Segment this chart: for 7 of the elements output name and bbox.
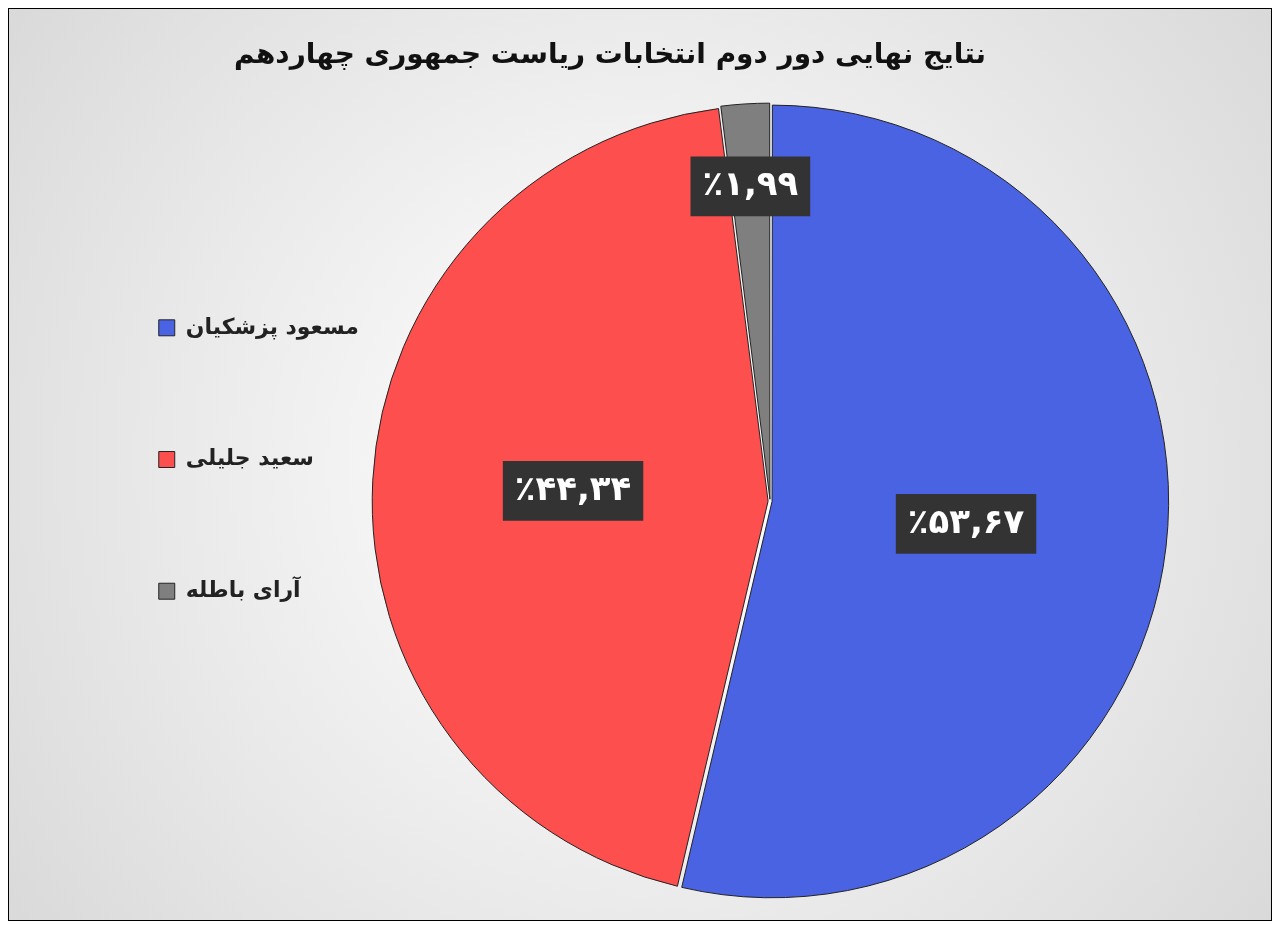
legend-label: سعید جلیلی — [185, 445, 314, 471]
legend-label: آرای باطله — [185, 574, 302, 602]
data-label: ٪۵۳,۶۷ — [907, 501, 1025, 541]
data-label: ٪۱,۹۹ — [702, 164, 799, 204]
data-label: ٪۴۴,۳۴ — [514, 468, 632, 508]
legend-label: مسعود پزشکیان — [185, 313, 359, 340]
chart-title: نتایج نهایی دور دوم انتخابات ریاست جمهوری چهاردهم — [234, 36, 987, 70]
